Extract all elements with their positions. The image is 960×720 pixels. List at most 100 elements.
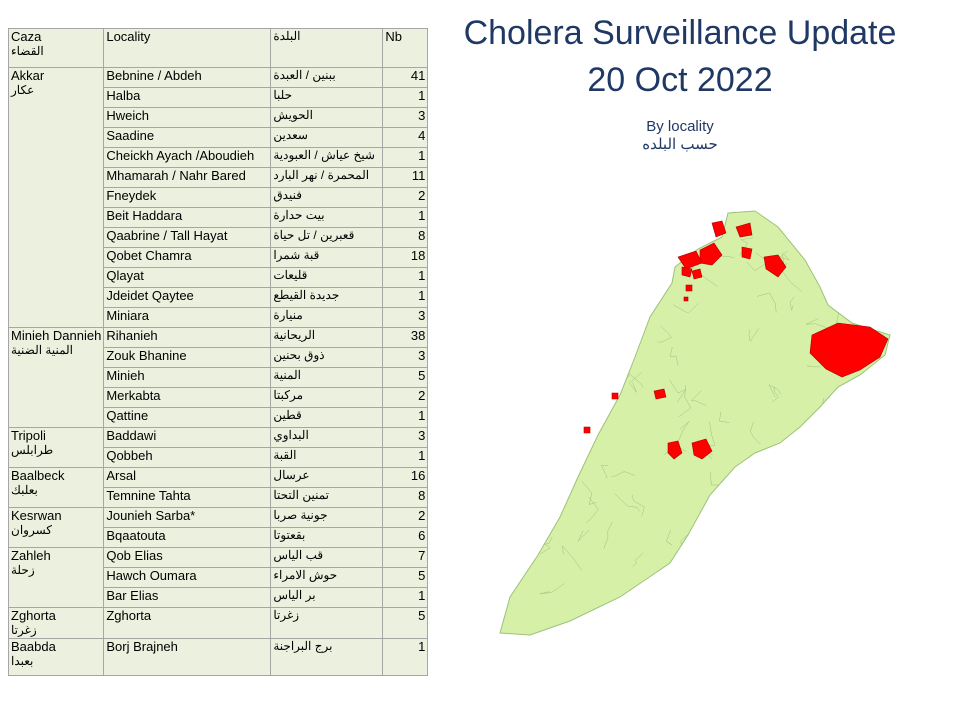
case-count-cell: 3 bbox=[382, 307, 429, 328]
locality-cell: Jdeidet Qaytee bbox=[103, 287, 272, 308]
case-area-kesrwan bbox=[611, 392, 619, 400]
locality-ar-cell: المحمرة / نهر البارد bbox=[270, 167, 384, 188]
locality-boundary bbox=[678, 385, 692, 418]
caza-name-en: Akkar bbox=[11, 68, 45, 83]
locality-boundary bbox=[581, 481, 597, 505]
case-count-cell: 1 bbox=[382, 207, 429, 228]
table-row: Qaabrine / Tall Hayat قعبرين / تل حياة 8 bbox=[9, 227, 429, 248]
locality-boundary bbox=[564, 421, 578, 438]
locality-boundary bbox=[785, 609, 801, 622]
locality-cell: Bqaatouta bbox=[103, 527, 272, 548]
locality-boundary bbox=[609, 233, 632, 252]
table-row: Bqaatouta بقعتوتا 6 bbox=[9, 527, 429, 548]
case-count-cell: 1 bbox=[382, 638, 429, 676]
case-count-cell: 5 bbox=[382, 567, 429, 588]
locality-ar-cell: البداوي bbox=[270, 427, 384, 448]
case-count-cell: 6 bbox=[382, 527, 429, 548]
locality-ar-cell: تمنين التحتا bbox=[270, 487, 384, 508]
case-area-akkar-north-2 bbox=[711, 220, 727, 238]
locality-boundary bbox=[523, 276, 538, 289]
table-row: Baabda بعبدا Borj Brajneh برج البراجنة 1 bbox=[7, 638, 429, 676]
caza-name-ar: زغرتا bbox=[11, 623, 37, 637]
locality-boundary bbox=[627, 373, 643, 388]
locality-boundary bbox=[522, 386, 539, 405]
locality-boundary bbox=[674, 211, 684, 224]
case-count-cell: 1 bbox=[382, 407, 429, 428]
locality-cell: Mhamarah / Nahr Bared bbox=[103, 167, 272, 188]
caza-name-en: Zahleh bbox=[11, 548, 51, 563]
case-count-cell: 1 bbox=[382, 147, 429, 168]
locality-ar-cell: مركبتا bbox=[270, 387, 384, 408]
locality-ar-cell: قليعات bbox=[270, 267, 384, 288]
case-area-minieh-2 bbox=[691, 268, 703, 280]
locality-cell: Zghorta bbox=[103, 607, 272, 639]
locality-boundary bbox=[535, 522, 547, 537]
header-caza: Caza القضاء bbox=[7, 28, 105, 68]
locality-ar-cell: الريحانية bbox=[270, 327, 384, 348]
locality-ar-cell: جديدة القيطع bbox=[270, 287, 384, 308]
case-area-temnine bbox=[653, 388, 667, 400]
case-area-arsal bbox=[809, 322, 889, 378]
table-row: Mhamarah / Nahr Bared المحمرة / نهر البار… bbox=[9, 167, 429, 188]
map-subtitle: By locality حسب البلده bbox=[620, 118, 740, 154]
locality-boundary bbox=[523, 342, 549, 352]
locality-boundary bbox=[666, 236, 690, 245]
header-nb: Nb bbox=[382, 28, 429, 68]
case-count-cell: 18 bbox=[382, 247, 429, 268]
locality-cell: Hawch Oumara bbox=[103, 567, 272, 588]
table-row: Hawch Oumara حوش الامراء 5 bbox=[9, 567, 429, 588]
locality-boundary bbox=[886, 382, 890, 396]
locality-boundary bbox=[830, 518, 844, 533]
locality-cell: Hweich bbox=[103, 107, 272, 128]
case-count-cell: 2 bbox=[382, 507, 429, 528]
locality-boundary bbox=[776, 518, 809, 533]
locality-boundary bbox=[772, 602, 786, 613]
locality-boundary bbox=[547, 304, 562, 312]
locality-boundary bbox=[725, 536, 748, 552]
locality-cell: Zouk Bhanine bbox=[103, 347, 272, 368]
lebanon-outline bbox=[499, 210, 891, 636]
locality-boundary bbox=[562, 545, 583, 571]
case-area-zghorta bbox=[683, 296, 689, 302]
table-row: Zghorta زغرتا Zghorta زغرتا 5 bbox=[7, 607, 429, 639]
case-count-cell: 2 bbox=[382, 387, 429, 408]
case-count-cell: 3 bbox=[382, 107, 429, 128]
cases-table: Caza القضاء Locality البلدة Nb Akkar عكار… bbox=[7, 28, 429, 676]
locality-cell: Baddawi bbox=[103, 427, 272, 448]
locality-boundary bbox=[876, 546, 890, 557]
locality-boundary bbox=[830, 590, 844, 604]
case-localities bbox=[583, 220, 889, 460]
table-row: Tripoli طرابلس Baddawi البداوي 3 bbox=[7, 427, 429, 468]
locality-cell: Jounieh Sarba* bbox=[103, 507, 272, 528]
locality-boundary bbox=[748, 328, 759, 342]
locality-ar-cell: ذوق بحنين bbox=[270, 347, 384, 368]
locality-boundary bbox=[849, 256, 863, 278]
case-count-cell: 1 bbox=[382, 267, 429, 288]
locality-boundary bbox=[600, 465, 609, 478]
locality-boundary bbox=[603, 521, 613, 549]
locality-boundary bbox=[536, 404, 552, 421]
locality-cell: Qobet Chamra bbox=[103, 247, 272, 268]
table-header-row: Caza القضاء Locality البلدة Nb bbox=[7, 28, 429, 68]
case-area-akkar-coast bbox=[677, 250, 703, 270]
locality-cell: Bebnine / Abdeh bbox=[103, 67, 272, 88]
locality-ar-cell: بقعتوتا bbox=[270, 527, 384, 548]
caza-name-en: Kesrwan bbox=[11, 508, 62, 523]
locality-boundary bbox=[746, 252, 769, 272]
locality-boundary bbox=[522, 211, 532, 235]
locality-boundary bbox=[512, 515, 524, 533]
locality-boundary bbox=[882, 529, 890, 539]
case-count-cell: 5 bbox=[382, 367, 429, 388]
case-count-cell: 3 bbox=[382, 347, 429, 368]
locality-ar-cell: منيارة bbox=[270, 307, 384, 328]
locality-boundary bbox=[827, 565, 840, 576]
locality-boundary bbox=[832, 411, 852, 428]
locality-boundary bbox=[583, 324, 595, 342]
locality-boundary bbox=[559, 472, 572, 485]
locality-boundary bbox=[560, 226, 575, 240]
header-caza-ar: القضاء bbox=[11, 44, 44, 58]
caza-cell: Minieh Dannieh المنية الضنية bbox=[7, 327, 105, 428]
locality-ar-cell: بيت حدارة bbox=[270, 207, 384, 228]
locality-boundary bbox=[739, 612, 761, 621]
locality-ar-cell: سعدين bbox=[270, 127, 384, 148]
